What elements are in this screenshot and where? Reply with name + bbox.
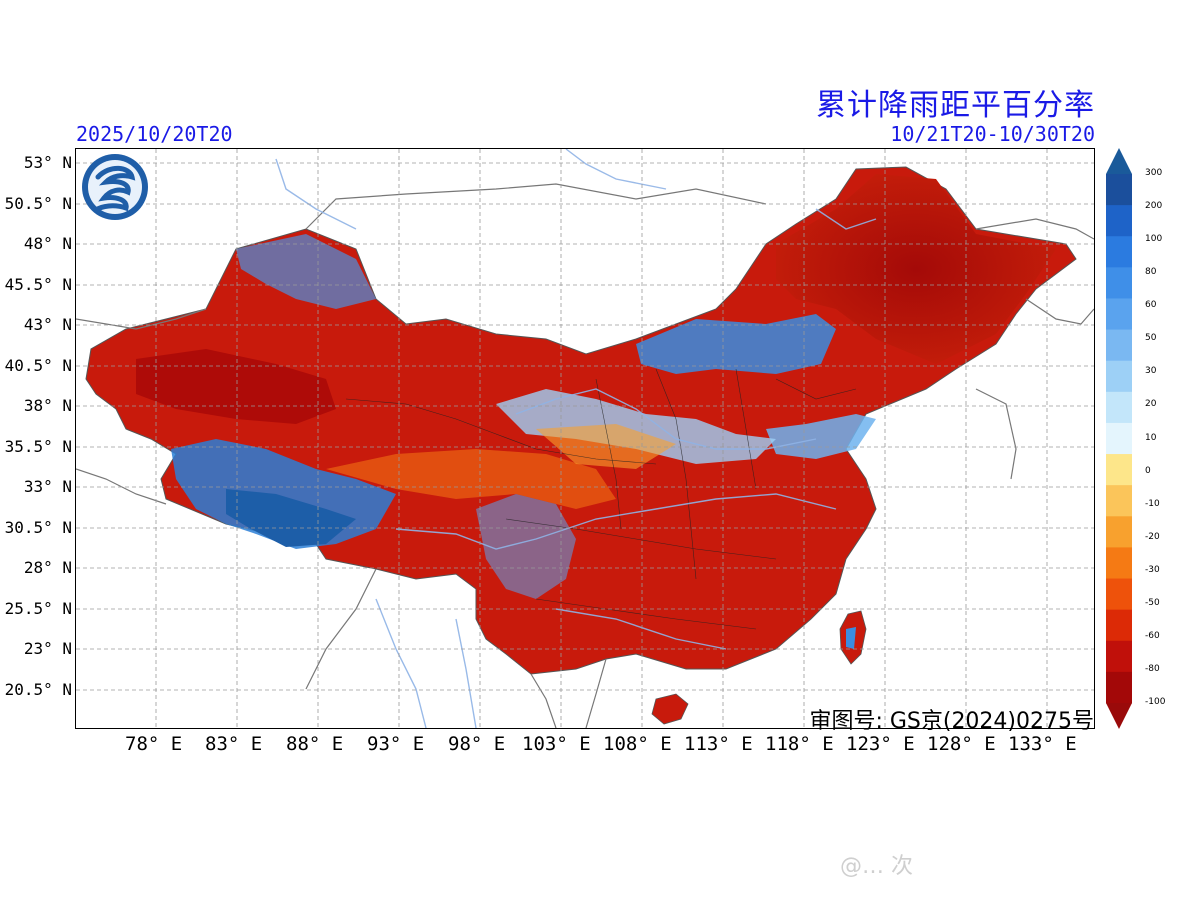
dry-orange-belt-2 (536, 424, 676, 469)
lat-label: 45.5° N (4, 275, 72, 294)
lat-label: 50.5° N (4, 194, 72, 213)
lon-label: 78° E (125, 733, 183, 755)
map-panel (75, 148, 1095, 729)
lon-label: 118° E (765, 733, 834, 755)
colorbar-label: 10 (1145, 432, 1157, 443)
colorbar-label: 100 (1145, 234, 1163, 245)
lat-label: 40.5° N (4, 356, 72, 375)
grid-lines (76, 149, 1094, 728)
lat-label: 53° N (23, 153, 72, 172)
hainan-island (651, 693, 689, 725)
lon-label: 133° E (1008, 733, 1077, 755)
colorbar-label: -100 (1145, 697, 1166, 707)
colorbar-label: -30 (1145, 564, 1160, 575)
dry-orange-belt (326, 449, 616, 509)
wet-region-xinjiang-north (236, 234, 376, 309)
colorbar-label: -80 (1145, 663, 1160, 674)
lat-label: 25.5° N (4, 599, 72, 618)
taiwan-wet-patch (846, 627, 856, 649)
colorbar (1106, 148, 1132, 729)
colorbar-label: 30 (1145, 366, 1157, 377)
valid-range-label: 10/21T20-10/30T20 (890, 122, 1095, 146)
lat-label: 35.5° N (4, 437, 72, 456)
wet-region-sichuan (476, 494, 576, 599)
colorbar-swatch (1106, 454, 1132, 486)
colorbar-label: 80 (1145, 267, 1157, 278)
lon-label: 108° E (603, 733, 672, 755)
colorbar-swatch (1106, 671, 1132, 704)
lon-label: 128° E (927, 733, 996, 755)
lat-label: 48° N (23, 234, 72, 253)
lat-label: 33° N (23, 477, 72, 496)
wet-region-tibet-deep (226, 489, 356, 547)
deep-red-region-west (136, 349, 336, 424)
colorbar-swatch (1106, 174, 1132, 206)
colorbar-swatch (1106, 609, 1132, 642)
colorbar-label: -60 (1145, 630, 1160, 641)
colorbar-label: -10 (1145, 498, 1160, 509)
lon-label: 123° E (846, 733, 915, 755)
colorbar-swatch (1106, 236, 1132, 268)
colorbar-label: 50 (1145, 333, 1157, 344)
weather-logo-icon (80, 152, 150, 222)
colorbar-swatch (1106, 547, 1132, 580)
init-time-label: 2025/10/20T20 (76, 122, 233, 146)
lat-label: 38° N (23, 396, 72, 415)
colorbar-swatch (1106, 391, 1132, 424)
colorbar-label: -50 (1145, 597, 1160, 608)
lon-label: 103° E (522, 733, 591, 755)
lon-label: 113° E (684, 733, 753, 755)
colorbar-label: 300 (1145, 168, 1163, 178)
colorbar-label: 20 (1145, 399, 1157, 410)
wet-region-north (636, 314, 836, 374)
colorbar-swatch (1106, 578, 1132, 611)
colorbar-swatch (1106, 640, 1132, 673)
lon-label: 83° E (205, 733, 263, 755)
deep-red-region-northeast (776, 174, 1056, 364)
wet-region-central (496, 389, 776, 464)
map-canvas (76, 149, 1094, 728)
colorbar-swatch (1106, 298, 1132, 331)
colorbar-label: 200 (1145, 201, 1163, 212)
lon-label: 93° E (367, 733, 425, 755)
wet-region-shandong (766, 414, 876, 459)
rivers (275, 149, 877, 728)
colorbar-swatch (1106, 485, 1132, 517)
lon-label: 98° E (448, 733, 506, 755)
lat-label: 28° N (23, 558, 72, 577)
province-borders (345, 368, 857, 630)
colorbar-bottom-arrow (1106, 703, 1132, 729)
colorbar-label: 60 (1145, 300, 1157, 311)
lat-label: 20.5° N (4, 680, 72, 699)
colorbar-swatch (1106, 516, 1132, 548)
colorbar-top-arrow (1106, 148, 1132, 174)
lat-label: 30.5° N (4, 518, 72, 537)
colorbar-swatch (1106, 205, 1132, 237)
lat-label: 43° N (23, 315, 72, 334)
colorbar-swatch (1106, 267, 1132, 299)
colorbar-swatch (1106, 422, 1132, 455)
map-title: 累计降雨距平百分率 (816, 88, 1095, 123)
lon-label: 88° E (286, 733, 344, 755)
watermark-text: @… 次 (840, 854, 913, 879)
lat-label: 23° N (23, 639, 72, 658)
colorbar-label: 0 (1145, 465, 1151, 476)
colorbar-swatch (1106, 360, 1132, 393)
colorbar-label: -20 (1145, 531, 1160, 542)
map-approval-number: 审图号: GS京(2024)0275号 (809, 709, 1094, 734)
colorbar-swatch (1106, 329, 1132, 362)
watermark: @… 次 (840, 848, 1190, 894)
